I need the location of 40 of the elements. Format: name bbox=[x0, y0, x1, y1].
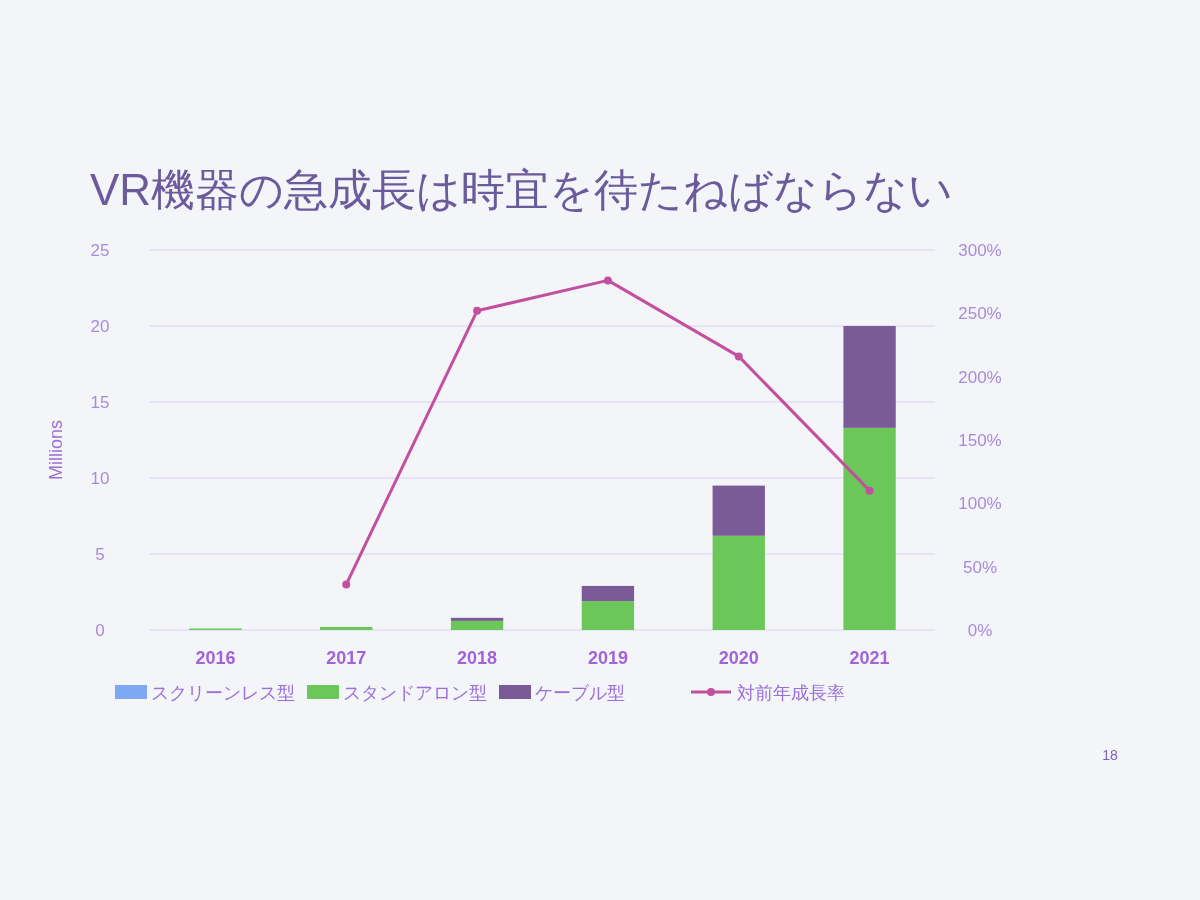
y2-tick-label: 50% bbox=[962, 557, 998, 577]
x-tick-label: 2016 bbox=[195, 648, 236, 668]
x-tick-label: 2018 bbox=[457, 648, 498, 668]
y-tick-label: 0 bbox=[95, 621, 105, 640]
point bbox=[734, 352, 743, 361]
bar bbox=[581, 585, 635, 602]
point bbox=[473, 306, 482, 315]
y2-tick-label: 250% bbox=[958, 304, 1002, 324]
bar bbox=[843, 326, 896, 428]
legend-label: 対前年成長率 bbox=[737, 683, 845, 703]
bar bbox=[712, 535, 765, 630]
y-tick-label: 10 bbox=[90, 469, 110, 488]
y-tick-label: 15 bbox=[90, 393, 110, 412]
x-tick-label: 2020 bbox=[718, 648, 759, 668]
x-tick-label: 2019 bbox=[587, 648, 628, 668]
point bbox=[603, 276, 612, 285]
bar bbox=[712, 485, 765, 536]
legend-label: ケーブル型 bbox=[535, 683, 625, 703]
y-tick-label: 20 bbox=[90, 317, 110, 336]
y2-tick-label: 150% bbox=[958, 431, 1002, 450]
legend-label: スタンドアロン型 bbox=[343, 683, 487, 703]
y2-tick-label: 300% bbox=[958, 241, 1002, 260]
bar bbox=[450, 617, 504, 621]
y2-tick-label: 0% bbox=[967, 621, 993, 640]
text: 18 bbox=[1102, 747, 1118, 763]
bar bbox=[450, 620, 504, 630]
y-tick-label: 5 bbox=[95, 545, 105, 564]
point bbox=[342, 580, 351, 589]
bar bbox=[843, 427, 896, 630]
y2-tick-label: 100% bbox=[958, 494, 1002, 514]
y-axis-title: Millions bbox=[46, 419, 66, 481]
chart-title: VR機器の急成長は時宜を待たねばならない bbox=[90, 165, 954, 214]
x-tick-label: 2021 bbox=[849, 648, 890, 668]
x-tick-label: 2017 bbox=[326, 648, 367, 668]
bar bbox=[320, 626, 373, 630]
y2-tick-label: 200% bbox=[958, 367, 1002, 387]
point bbox=[865, 486, 874, 495]
legend-label: スクリーンレス型 bbox=[151, 683, 295, 703]
bar bbox=[581, 601, 635, 630]
y-tick-label: 25 bbox=[90, 241, 110, 260]
